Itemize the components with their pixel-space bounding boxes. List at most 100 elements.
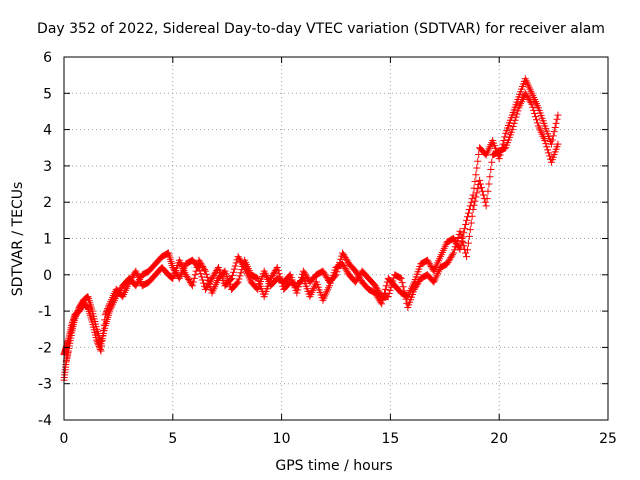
data-point — [486, 173, 494, 181]
data-point — [554, 140, 562, 148]
data-point — [401, 291, 409, 299]
x-tick-label: 10 — [273, 431, 291, 447]
data-point — [382, 282, 390, 290]
data-point — [235, 275, 243, 283]
y-tick-label: -3 — [38, 377, 52, 393]
data-point — [472, 171, 480, 179]
data-point — [450, 249, 458, 257]
data-point — [500, 136, 508, 144]
data-point — [277, 276, 285, 284]
data-point — [201, 267, 209, 275]
x-tick-label: 5 — [168, 431, 177, 447]
data-point — [101, 316, 109, 324]
data-point — [501, 133, 509, 141]
data-point — [514, 107, 522, 115]
x-tick-label: 15 — [381, 431, 399, 447]
data-point — [470, 184, 478, 192]
data-point — [96, 345, 104, 353]
data-point — [550, 128, 558, 136]
data-point — [482, 202, 490, 210]
data-point — [230, 265, 238, 273]
data-series — [60, 75, 562, 384]
data-point — [190, 274, 198, 282]
grid — [64, 57, 608, 420]
data-point — [457, 231, 465, 239]
y-tick-label: 0 — [43, 268, 52, 284]
data-point — [541, 136, 549, 144]
data-point — [191, 271, 199, 279]
y-tick-label: -2 — [38, 340, 52, 356]
data-point — [460, 242, 468, 250]
data-point — [509, 122, 517, 130]
data-point — [237, 269, 245, 277]
data-point — [483, 195, 491, 203]
y-tick-label: -1 — [38, 304, 52, 320]
y-tick-label: 2 — [43, 195, 52, 211]
data-point — [487, 166, 495, 174]
data-point — [99, 331, 107, 339]
data-point — [485, 180, 493, 188]
data-point — [533, 116, 541, 124]
data-point — [475, 150, 483, 158]
data-point — [203, 273, 211, 281]
data-point — [463, 253, 471, 261]
data-point — [532, 113, 540, 121]
data-point — [471, 177, 479, 185]
data-point — [234, 278, 242, 286]
data-point — [488, 158, 496, 166]
data-point — [464, 209, 472, 217]
y-tick-label: 6 — [43, 50, 52, 66]
data-point — [453, 237, 461, 245]
data-point — [164, 250, 172, 258]
data-point — [205, 280, 213, 288]
data-point — [528, 100, 536, 108]
data-point — [402, 295, 410, 303]
data-point — [477, 180, 485, 188]
data-point — [386, 286, 394, 294]
data-point — [463, 213, 471, 221]
data-point — [474, 185, 482, 193]
data-point — [449, 251, 457, 259]
data-point — [201, 266, 209, 274]
data-point — [192, 267, 200, 275]
data-point — [396, 274, 404, 282]
data-point — [462, 249, 470, 257]
data-point — [100, 321, 108, 329]
data-point — [398, 279, 406, 287]
data-point — [546, 152, 554, 160]
data-point — [274, 267, 282, 275]
data-point — [513, 110, 521, 118]
data-point — [479, 191, 487, 199]
data-point — [399, 283, 407, 291]
data-point — [484, 187, 492, 195]
data-point — [93, 336, 101, 344]
data-point — [451, 243, 459, 251]
data-point — [389, 277, 397, 285]
data-point — [83, 293, 91, 301]
series-sdtvar — [60, 75, 562, 384]
data-point — [450, 246, 458, 254]
data-point — [97, 347, 105, 355]
y-axis-label: SDTVAR / TECUs — [10, 182, 26, 297]
data-point — [458, 235, 466, 242]
data-point — [452, 240, 460, 248]
data-point — [469, 205, 477, 213]
x-tick-label: 0 — [60, 431, 69, 447]
data-point — [464, 239, 472, 247]
data-point — [512, 113, 520, 121]
data-point — [94, 339, 102, 347]
data-point — [238, 266, 246, 274]
data-point — [104, 303, 112, 311]
data-point — [476, 176, 484, 184]
data-point — [472, 193, 480, 201]
data-point — [199, 276, 207, 284]
data-point — [481, 198, 489, 206]
data-point — [105, 301, 113, 309]
data-point — [278, 279, 286, 287]
data-point — [103, 308, 111, 316]
data-point — [473, 164, 481, 172]
chart-title: Day 352 of 2022, Sidereal Day-to-day VTE… — [37, 21, 605, 37]
data-point — [533, 119, 541, 127]
data-point — [188, 282, 196, 290]
data-point — [548, 136, 556, 144]
